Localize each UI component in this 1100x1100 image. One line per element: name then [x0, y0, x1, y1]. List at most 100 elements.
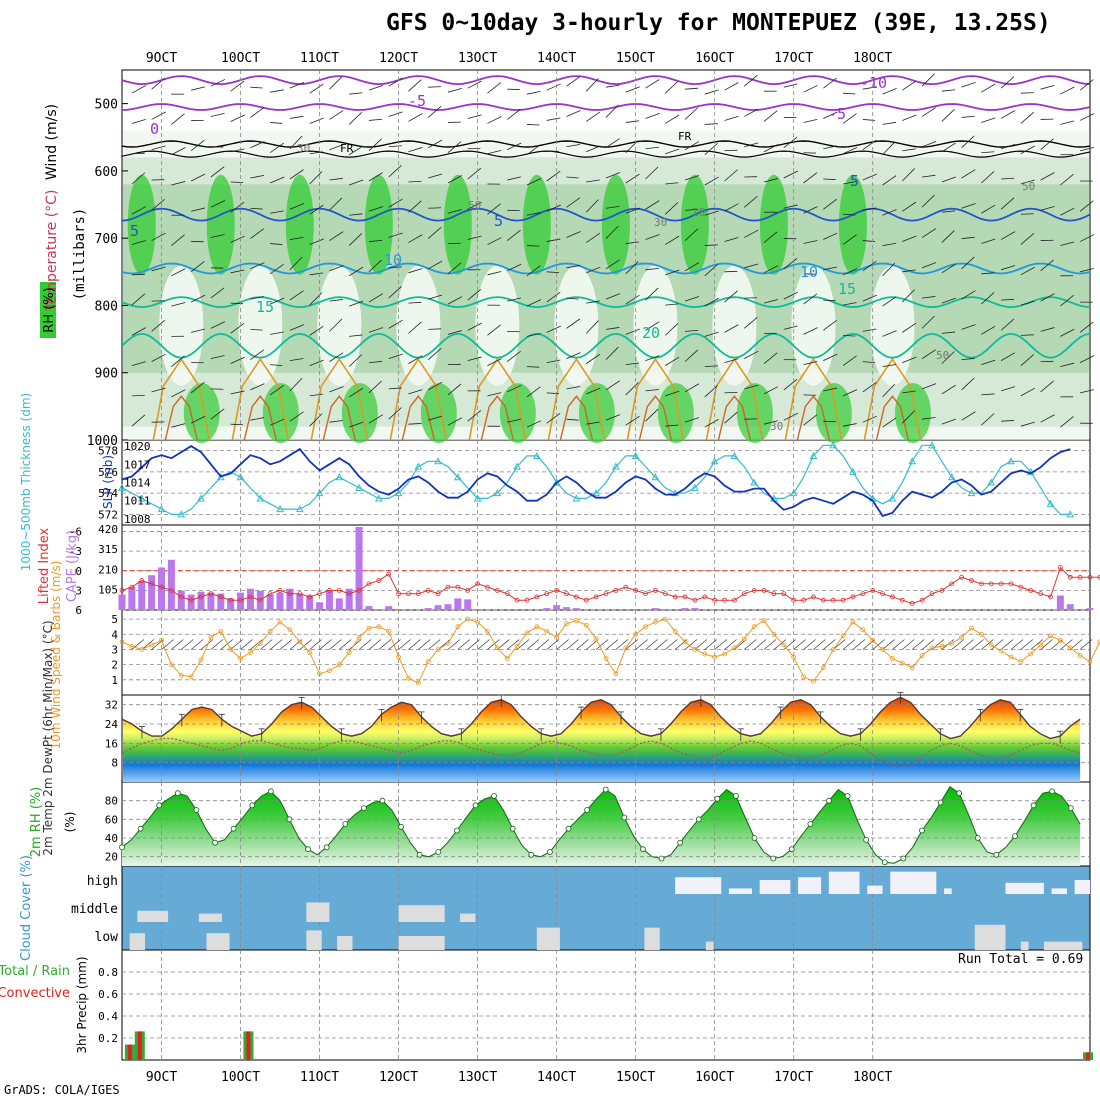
wind-barb [1040, 138, 1054, 151]
contour-30 [638, 395, 673, 441]
wind-barb [1000, 231, 1016, 240]
wind-marker [850, 619, 856, 625]
cloud-low-block [337, 936, 353, 950]
wind-barb [230, 639, 243, 650]
wind-barb [131, 85, 146, 94]
li-marker [376, 578, 382, 583]
wind-barb [1040, 84, 1055, 90]
rh2m-marker [286, 816, 293, 823]
wind-barb [546, 291, 561, 303]
wind-barb [783, 170, 798, 179]
wind-barb [190, 173, 206, 182]
wind-marker [1038, 642, 1044, 648]
contour-label: 15 [838, 280, 856, 298]
contour-label: 10 [800, 263, 818, 281]
wind-barb [803, 206, 818, 214]
wind-barb [368, 206, 384, 212]
wind-barb [645, 355, 660, 362]
rh2m-marker [788, 846, 795, 853]
li-marker [573, 594, 579, 600]
wind-barb [645, 389, 659, 392]
wind-barb [230, 269, 245, 274]
cloud-high-block [828, 871, 860, 894]
wind-marker [820, 665, 826, 671]
wind-barb [368, 380, 382, 394]
wind-barb [843, 334, 856, 337]
wind-barb [329, 352, 344, 362]
wind-barb [645, 639, 658, 650]
wind-marker [188, 674, 194, 680]
wind-barb [408, 321, 422, 334]
wind-marker [514, 644, 520, 649]
thickness-ytick: 578 [98, 445, 118, 458]
wind-barb [605, 327, 620, 330]
wind-barb [645, 234, 660, 240]
wind-barb [270, 210, 284, 214]
li-marker [257, 597, 263, 603]
wind-marker [406, 675, 411, 681]
thickness-marker [730, 451, 739, 459]
wind-barb [210, 112, 225, 117]
wind-barb [506, 108, 521, 120]
wind-barb [447, 87, 462, 93]
thickness-marker [710, 457, 719, 465]
wind-barb [507, 142, 522, 151]
wind-barb [783, 136, 798, 149]
rh2m-marker [546, 849, 553, 855]
contour-25 [310, 357, 369, 441]
wind-barb [941, 142, 956, 153]
cape-bar [197, 591, 205, 610]
wind-barb [842, 389, 858, 397]
wind-barb [684, 228, 699, 241]
wind-barb [684, 175, 700, 181]
wind-marker [988, 642, 994, 648]
wind-barb [586, 421, 600, 425]
wind-marker [524, 630, 530, 636]
rh2m-marker [826, 797, 832, 804]
rh2m-ylabel: 2m RH (%) [29, 787, 44, 858]
thickness-marker [947, 473, 956, 481]
wind-barb [526, 299, 542, 307]
wind-barb [991, 639, 1004, 650]
wind-barb [981, 171, 995, 184]
li-marker [346, 591, 352, 597]
wind-barb [270, 418, 285, 426]
li-marker [919, 597, 925, 603]
wind-barb [842, 639, 856, 650]
wind-marker [554, 634, 560, 640]
wind-barb [773, 639, 787, 650]
wind-barb [329, 420, 343, 423]
li-marker [544, 591, 550, 597]
cloud-mid-block [137, 910, 169, 922]
wind-barb [270, 331, 284, 335]
wind-barb [566, 265, 581, 269]
rh2m-ytick: 20 [105, 851, 118, 864]
contour-label: 50 [468, 199, 481, 212]
rh-dry-cell [475, 265, 520, 386]
wind-barb [309, 359, 324, 367]
top-date-label: 11OCT [300, 51, 339, 66]
wind-barb [842, 234, 857, 245]
wind-barb [546, 150, 560, 152]
wind-barb [408, 234, 423, 243]
wind-barb [408, 355, 423, 364]
wind-barb [1001, 298, 1015, 301]
wind-barb [190, 639, 204, 650]
cloud-low-block [1043, 941, 1083, 950]
wind-barb [171, 113, 185, 125]
contour-15 [121, 296, 1091, 309]
wind-barb [289, 324, 305, 331]
wind-barb [1000, 144, 1016, 150]
wind-barb [744, 263, 759, 269]
wind-barb [131, 639, 145, 650]
thickness-marker [197, 494, 205, 502]
wind-barb [190, 415, 206, 424]
wind-barb [190, 139, 205, 152]
wind-barb [210, 287, 225, 299]
wind-barb [467, 167, 482, 180]
contour-20 [121, 332, 1091, 359]
wind-barb [684, 87, 699, 90]
contour-label: 0 [150, 120, 159, 138]
wind-barb [684, 141, 700, 151]
